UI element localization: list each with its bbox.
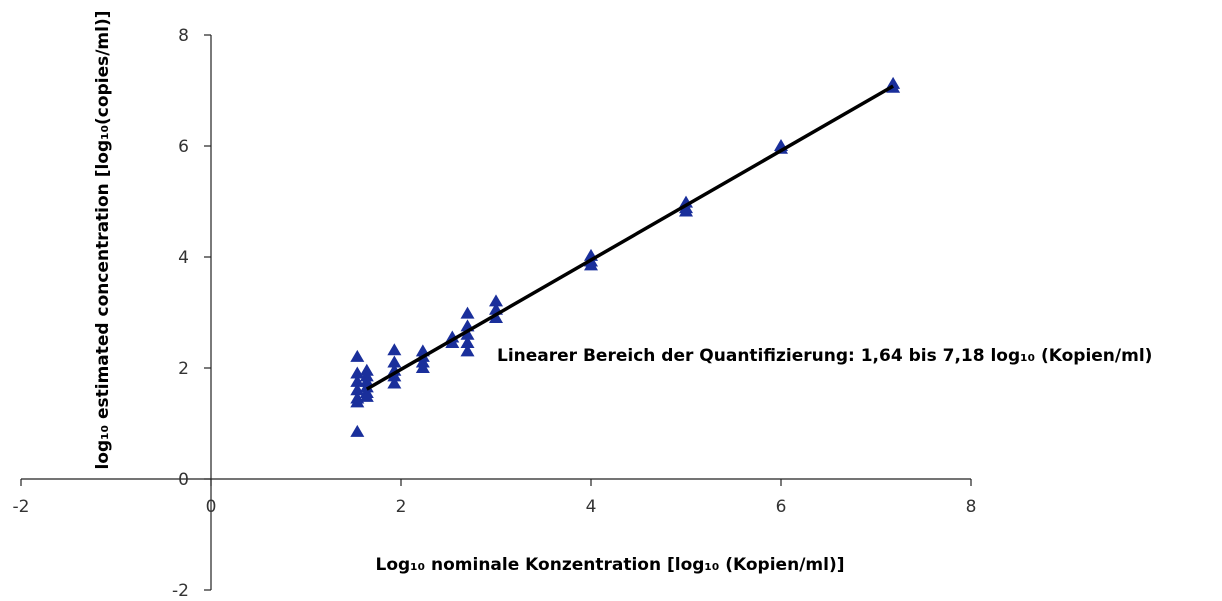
x-tick-label: 8	[966, 497, 977, 517]
data-point	[387, 376, 402, 389]
y-tick-label: -2	[172, 581, 189, 601]
y-tick-label: 0	[178, 470, 189, 490]
regression-line	[365, 84, 894, 391]
data-point	[460, 306, 475, 319]
data-point	[359, 389, 374, 402]
y-tick-label: 6	[178, 137, 189, 157]
data-point	[445, 336, 460, 349]
y-tick-label: 8	[178, 26, 189, 46]
x-axis-title: Log₁₀ nominale Konzentration [log₁₀ (Kop…	[376, 555, 845, 575]
linear-range-annotation: Linearer Bereich der Quantifizierung: 1,…	[497, 346, 1152, 366]
x-tick-label: -2	[13, 497, 30, 517]
x-tick-label: 4	[586, 497, 597, 517]
data-point	[350, 374, 365, 387]
data-point	[584, 258, 598, 271]
data-point	[460, 344, 475, 357]
data-point	[387, 369, 402, 382]
data-point	[679, 204, 693, 217]
data-point	[350, 424, 365, 437]
data-point	[460, 336, 475, 349]
y-tick-label: 4	[178, 248, 189, 268]
data-point	[387, 343, 402, 356]
x-tick-label: 0	[206, 497, 217, 517]
data-point	[350, 349, 365, 362]
y-tick-label: 2	[178, 359, 189, 379]
data-point	[387, 355, 402, 368]
data-point	[489, 311, 503, 324]
data-point	[350, 395, 365, 408]
axes	[21, 35, 971, 590]
y-axis-title: log₁₀ estimated concentration [log₁₀(cop…	[93, 10, 113, 469]
data-point	[460, 327, 475, 340]
x-tick-label: 6	[776, 497, 787, 517]
x-tick-label: 2	[396, 497, 407, 517]
ticks: -2 0 2 4 6 8 -2 0 2 4 6 8	[13, 26, 977, 601]
data-point	[489, 294, 503, 307]
data-point	[415, 361, 430, 373]
